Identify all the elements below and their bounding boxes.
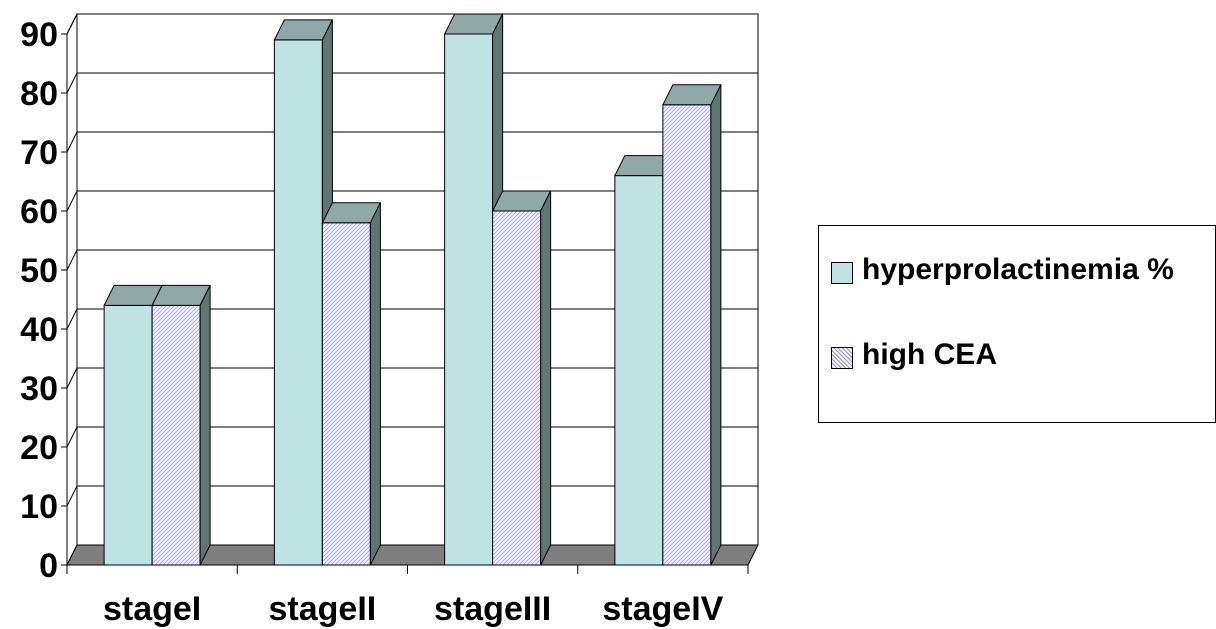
bar-front [103,304,153,566]
bar-front [614,175,664,566]
y-tick-label: 70 [20,134,58,172]
x-tick-label: stageI [103,590,201,628]
side-wall [66,13,78,566]
bar-front [151,304,201,566]
bar-front [444,33,494,566]
bar-2-stageIV [662,84,722,566]
y-tick-label: 30 [20,370,58,408]
gridline-depth [66,308,78,330]
x-tick-label: stageII [269,590,377,628]
y-tick-label: 20 [20,429,58,467]
gridline-depth [66,72,78,94]
legend-swatch-hyperprolactinemia [831,262,853,284]
gridline-depth [66,367,78,389]
legend-item-series-1: hyperprolactinemia % [831,253,1202,287]
x-tick-label: stageIV [602,590,723,628]
y-tick-label: 80 [20,75,58,113]
legend-label-hyperprolactinemia: hyperprolactinemia % [862,253,1174,286]
y-tick-label: 50 [20,252,58,290]
legend-label-high-cea: high CEA [862,338,997,371]
bar-front [662,104,712,566]
y-tick-label: 90 [20,16,58,54]
legend-item-series-2: high CEA [831,338,1202,372]
gridline-depth [66,426,78,448]
gridline-depth [66,485,78,507]
y-tick-label: 0 [39,547,58,585]
axes [61,33,749,574]
bar-side [710,84,722,566]
legend-swatch-high-cea [831,347,853,369]
bar-front [492,210,542,566]
gridline-depth [66,13,78,35]
y-tick-label: 10 [20,488,58,526]
y-tick-label: 40 [20,311,58,349]
legend: hyperprolactinemia % high CEA [818,225,1216,423]
y-tick-label: 60 [20,193,58,231]
bar-side [369,202,381,566]
gridline-depth [66,190,78,212]
bar-2-stageII [321,202,382,566]
bar-side [540,190,552,566]
bar-side [199,285,211,566]
bar-front [273,39,323,566]
bar-2-stageI [151,284,211,566]
gridline-depth [66,249,78,271]
x-tick-labels: stageI stageII stageIII stageIV [103,590,724,628]
y-tick-labels: 0 10 20 30 40 50 60 70 80 90 [20,16,58,585]
bars [103,13,722,566]
x-tick-label: stageIII [434,590,551,628]
bar-2-stageIII [491,190,552,566]
gridline-depth [66,131,78,153]
bar-front [321,222,371,566]
